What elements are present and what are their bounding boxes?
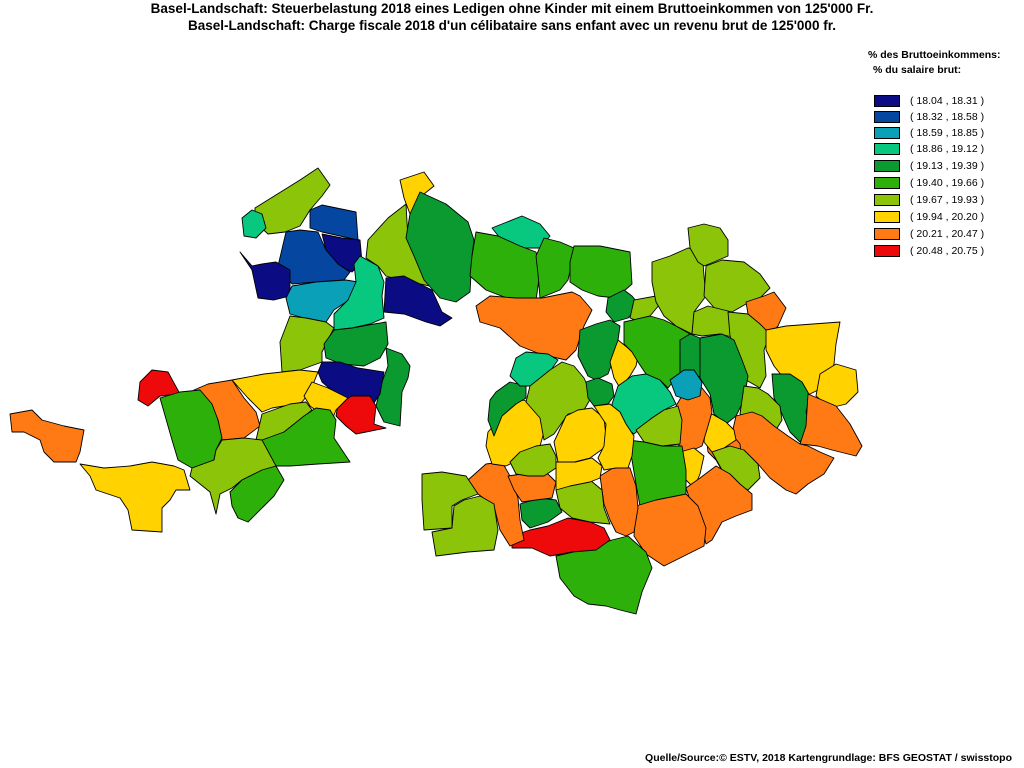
legend-label: ( 18.86 , 19.12 )	[910, 143, 985, 155]
legend-swatch	[874, 160, 900, 172]
legend-swatch	[874, 127, 900, 139]
municipality-region	[323, 321, 389, 367]
municipality-region	[9, 409, 85, 463]
legend-heading-german: % des Bruttoeinkommens:	[868, 49, 1001, 61]
municipality-region	[229, 465, 285, 523]
municipality-region	[285, 279, 359, 323]
municipality-region	[383, 275, 453, 327]
legend-swatch	[874, 228, 900, 240]
municipality-region	[699, 333, 749, 425]
legend-swatch	[874, 245, 900, 257]
municipality-region	[405, 191, 475, 303]
municipality-region	[799, 393, 863, 457]
municipality-region	[431, 495, 499, 557]
map-title-german: Basel-Landschaft: Steuerbelastung 2018 e…	[150, 1, 874, 16]
legend-swatch	[874, 143, 900, 155]
municipality-region	[593, 403, 635, 471]
municipality-region	[279, 315, 335, 373]
legend-label: ( 19.94 , 20.20 )	[910, 211, 985, 223]
legend-label: ( 18.04 , 18.31 )	[910, 95, 985, 107]
legend-label: ( 19.13 , 19.39 )	[910, 160, 985, 172]
municipality-region	[569, 245, 633, 299]
municipality-region	[241, 209, 267, 239]
legend-swatch	[874, 111, 900, 123]
map-title-french: Basel-Landschaft: Charge fiscale 2018 d'…	[188, 18, 836, 33]
municipality-region	[703, 413, 737, 453]
municipality-region	[535, 237, 575, 299]
legend-swatch	[874, 177, 900, 189]
legend-label: ( 20.21 , 20.47 )	[910, 228, 985, 240]
legend-heading-french: % du salaire brut:	[873, 64, 962, 76]
municipality-region	[335, 395, 387, 435]
legend-label: ( 19.40 , 19.66 )	[910, 177, 985, 189]
municipality-region	[555, 457, 603, 491]
legend-swatch	[874, 95, 900, 107]
municipality-region	[585, 377, 615, 407]
municipality-region	[511, 517, 611, 557]
legend-swatch	[874, 194, 900, 206]
municipality-region	[421, 471, 479, 531]
municipality-region	[475, 291, 593, 361]
legend-label: ( 19.67 , 19.93 )	[910, 194, 985, 206]
municipality-region	[79, 461, 191, 533]
municipality-region	[555, 535, 653, 615]
legend-label: ( 18.59 , 18.85 )	[910, 127, 985, 139]
municipality-region	[261, 407, 351, 467]
source-credit: Quelle/Source:© ESTV, 2018 Kartengrundla…	[645, 752, 1012, 764]
municipality-region	[231, 369, 319, 413]
municipality-region	[375, 347, 411, 427]
legend-swatch	[874, 211, 900, 223]
municipality-region	[599, 465, 639, 537]
legend-label: ( 20.48 , 20.75 )	[910, 245, 985, 257]
municipality-region	[687, 223, 729, 267]
municipality-region	[669, 369, 703, 401]
legend-label: ( 18.32 , 18.58 )	[910, 111, 985, 123]
municipality-region	[159, 389, 223, 469]
municipality-region	[239, 251, 291, 301]
municipality-region	[309, 204, 359, 241]
